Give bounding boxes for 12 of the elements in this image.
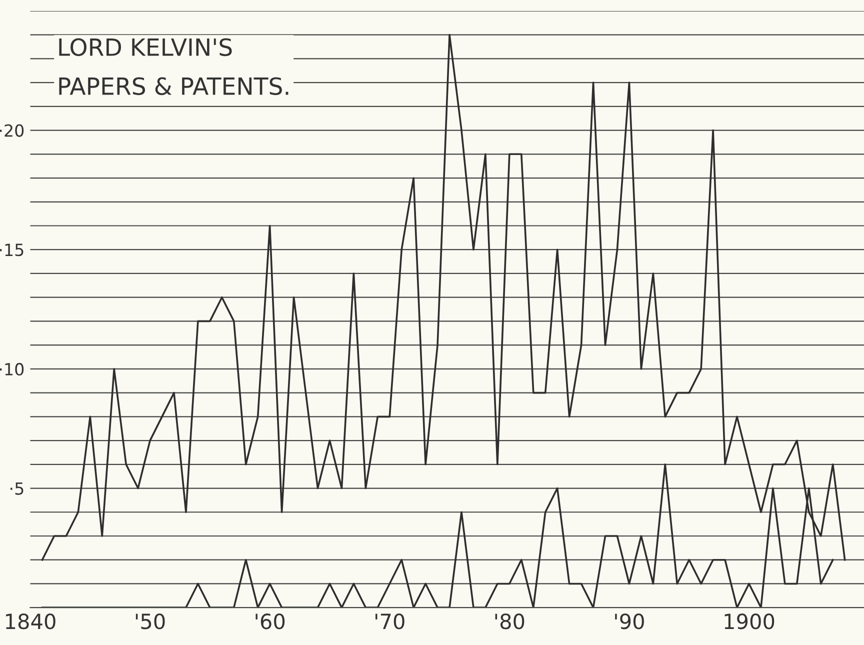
x-tick-label: '50 — [136, 614, 165, 630]
x-tick-label: '70 — [376, 614, 404, 630]
x-tick-label: 1840 — [6, 614, 56, 630]
text: LORD KELVIN'S PAPERS & PATENTS. — [59, 38, 288, 96]
y-tick-label: ·20 — [0, 124, 24, 137]
x-tick-label: '80 — [495, 614, 524, 630]
x-tick-label: 1900 — [724, 614, 774, 630]
y-tick-label: ·5 — [10, 482, 24, 495]
x-tick-label: '90 — [615, 614, 644, 630]
x-tick-label: '60 — [256, 614, 285, 630]
y-tick-label: ·15 — [0, 244, 24, 256]
y-tick-label: ·10 — [0, 362, 24, 376]
